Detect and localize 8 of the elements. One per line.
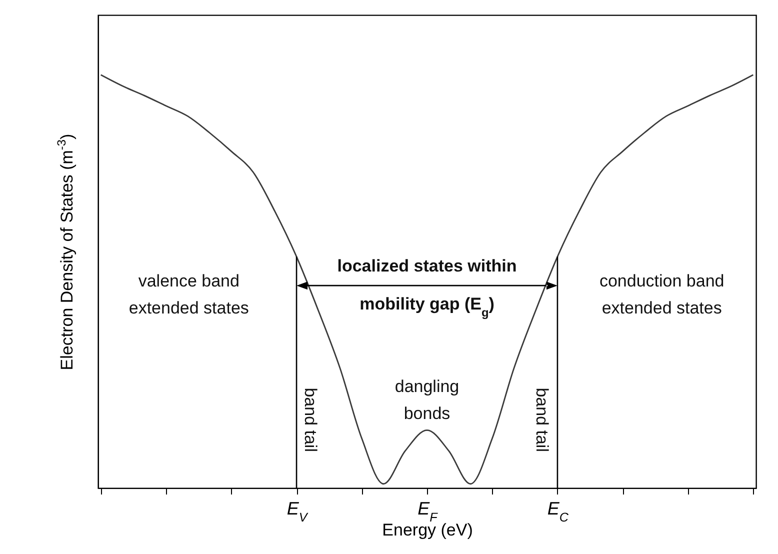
annotation: dangling bonds <box>394 376 460 423</box>
x-tick-label: E$_{C}$ <box>547 498 570 524</box>
annotation: band tail <box>300 388 320 452</box>
x-tick-label: E$_{V}$ <box>286 498 309 524</box>
annotation: conduction band extended states <box>599 271 724 318</box>
annotation: localized states within mobility gap (E$_{g}$) <box>337 256 517 320</box>
annotation: band tail <box>532 388 552 452</box>
annotation: valence band extended states <box>128 271 249 318</box>
